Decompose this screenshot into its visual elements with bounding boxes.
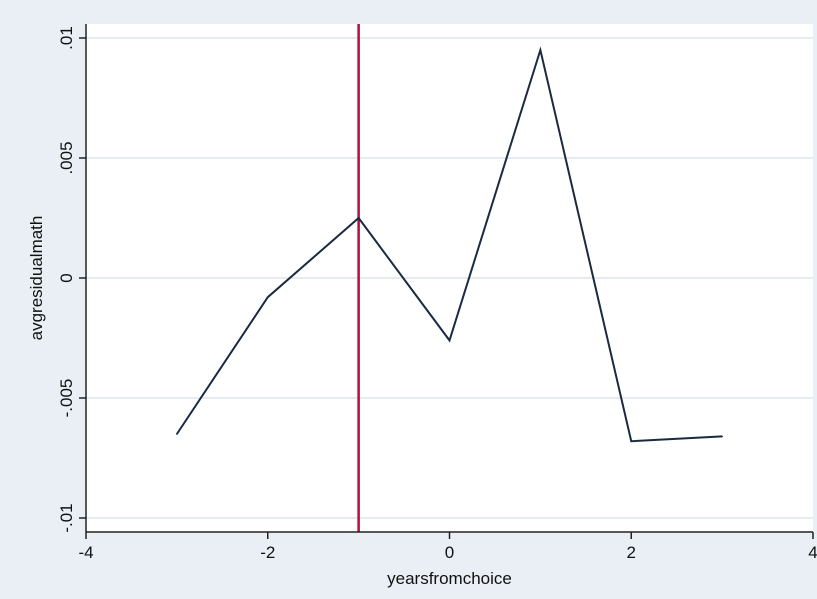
data-point — [539, 49, 542, 51]
x-tick-label: -4 — [78, 543, 93, 562]
data-point — [721, 435, 723, 438]
data-point — [176, 433, 178, 435]
data-point — [357, 217, 360, 219]
x-tick-label: 0 — [445, 543, 454, 562]
x-tick-label: -2 — [260, 543, 275, 562]
y-tick-label: .01 — [57, 26, 76, 50]
data-point — [448, 339, 451, 342]
y-axis-ticks: -.01 -.005 0 .005 .01 — [57, 26, 86, 533]
y-tick-label: -.005 — [57, 379, 76, 418]
gridlines — [86, 37, 813, 519]
x-axis-title: yearsfromchoice — [387, 569, 512, 588]
series-layer — [176, 46, 723, 443]
y-tick-label: .005 — [57, 141, 76, 174]
y-axis-title: avgresidualmath — [27, 216, 46, 341]
y-tick-label: 0 — [57, 273, 76, 282]
data-point — [630, 440, 633, 443]
x-axis-ticks: -4 -2 0 2 4 — [78, 532, 817, 562]
x-tick-label: 2 — [627, 543, 636, 562]
x-tick-label: 4 — [808, 543, 817, 562]
data-point — [266, 296, 269, 299]
y-tick-label: -.01 — [57, 503, 76, 532]
